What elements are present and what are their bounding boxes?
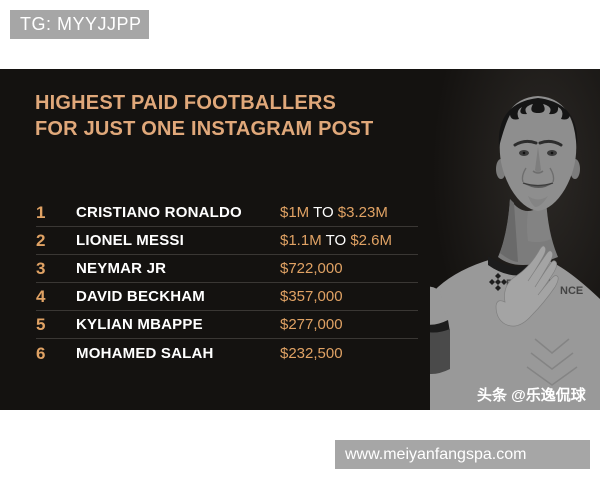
svg-text:NCE: NCE — [560, 285, 583, 297]
